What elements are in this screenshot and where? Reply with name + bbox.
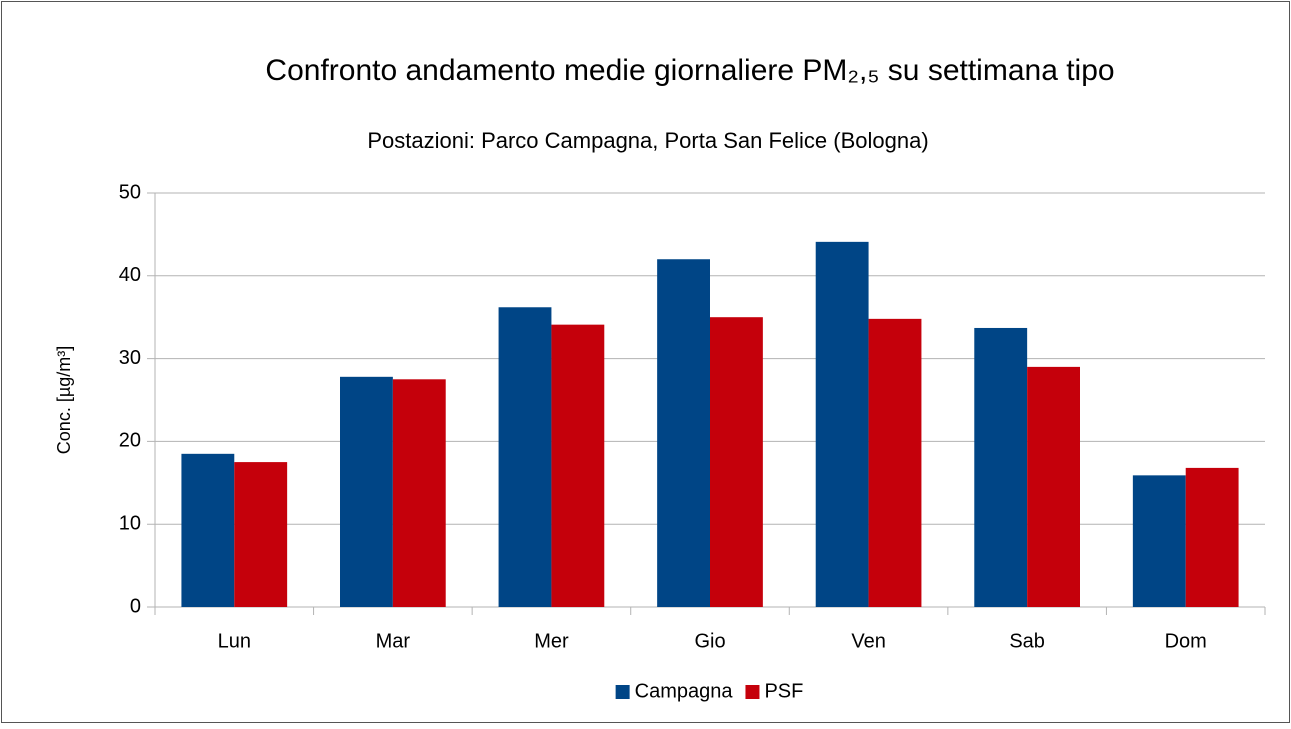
y-tick-label: 20 [119,430,141,452]
x-tick-label: Lun [218,630,251,652]
x-tick-label: Gio [694,630,725,652]
x-tick-label: Dom [1165,630,1207,652]
legend-swatch [745,685,760,699]
legend-label: PSF [764,680,803,702]
bar [181,453,235,607]
x-tick-label: Mar [376,630,411,652]
bar [815,241,869,608]
legend-item: PSF [745,680,803,702]
bar [657,259,710,607]
y-tick-label: 40 [119,264,141,286]
chart-title: Confronto andamento medie giornaliere PM… [265,54,1114,87]
legend-item: Campagna [615,680,734,702]
bar [392,379,446,607]
bar [974,327,1028,607]
bar [234,462,288,607]
bar [1027,366,1080,607]
x-tick-label: Sab [1009,630,1045,652]
legend-label: Campagna [635,680,734,702]
x-tick-label: Ven [851,630,885,652]
bar [551,324,605,607]
y-tick-label: 30 [119,347,141,369]
legend-swatch [615,685,630,699]
bar [1132,475,1186,607]
y-tick-label: 10 [119,512,141,534]
bar [340,376,393,607]
bar [1185,467,1239,607]
y-tick-label: 0 [130,595,141,617]
chart-subtitle: Postazioni: Parco Campagna, Porta San Fe… [367,128,928,153]
x-tick-label: Mer [534,630,569,652]
bar [710,317,763,607]
y-tick-label: 50 [119,181,141,203]
bar [868,318,922,607]
bar [498,307,552,607]
y-axis-label: Conc. [µg/m³] [54,346,74,454]
